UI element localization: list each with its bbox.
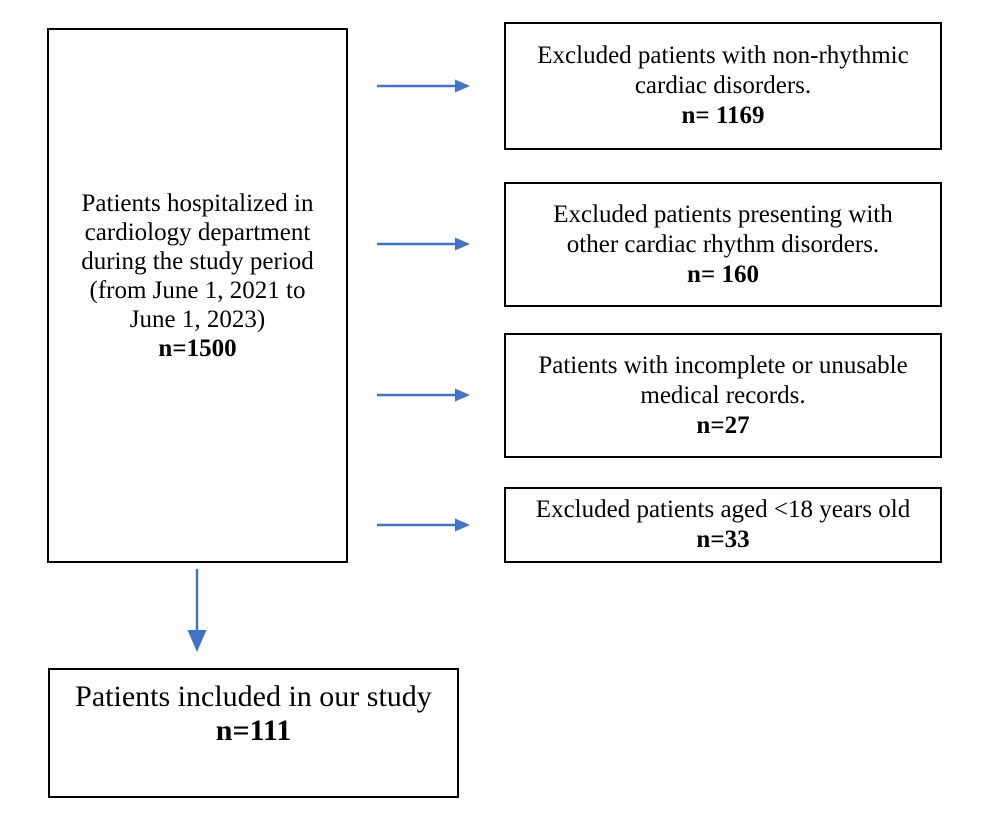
arrow-right-icon-3	[377, 388, 470, 402]
result-box-text: Patients included in our study	[75, 680, 432, 713]
source-box-count: n=1500	[158, 334, 237, 362]
result-box: Patients included in our study n=111	[48, 668, 459, 798]
arrow-right-icon-4	[377, 518, 470, 532]
source-box: Patients hospitalized in cardiology depa…	[47, 28, 348, 563]
exclusion-box-4-text: Excluded patients aged <18 years old	[535, 496, 911, 523]
arrow-right-icon-2	[377, 237, 470, 251]
exclusion-box-4: Excluded patients aged <18 years old n=3…	[504, 487, 942, 563]
exclusion-box-3: Patients with incomplete or unusable med…	[504, 333, 942, 458]
exclusion-box-1: Excluded patients with non-rhythmic card…	[504, 22, 942, 150]
exclusion-box-2: Excluded patients presenting with other …	[504, 182, 942, 307]
exclusion-box-3-count: n=27	[696, 411, 750, 439]
exclusion-box-1-text: Excluded patients with non-rhythmic card…	[537, 42, 909, 99]
source-box-text: Patients hospitalized in cardiology depa…	[81, 189, 314, 333]
exclusion-box-4-count: n=33	[696, 526, 750, 553]
result-box-count: n=111	[215, 714, 292, 747]
exclusion-box-2-count: n= 160	[687, 260, 759, 288]
exclusion-box-1-count: n= 1169	[681, 102, 765, 129]
arrow-down-icon	[187, 569, 207, 652]
exclusion-box-3-text: Patients with incomplete or unusable med…	[538, 351, 908, 409]
arrow-right-icon-1	[377, 79, 470, 93]
exclusion-box-2-text: Excluded patients presenting with other …	[553, 200, 893, 258]
